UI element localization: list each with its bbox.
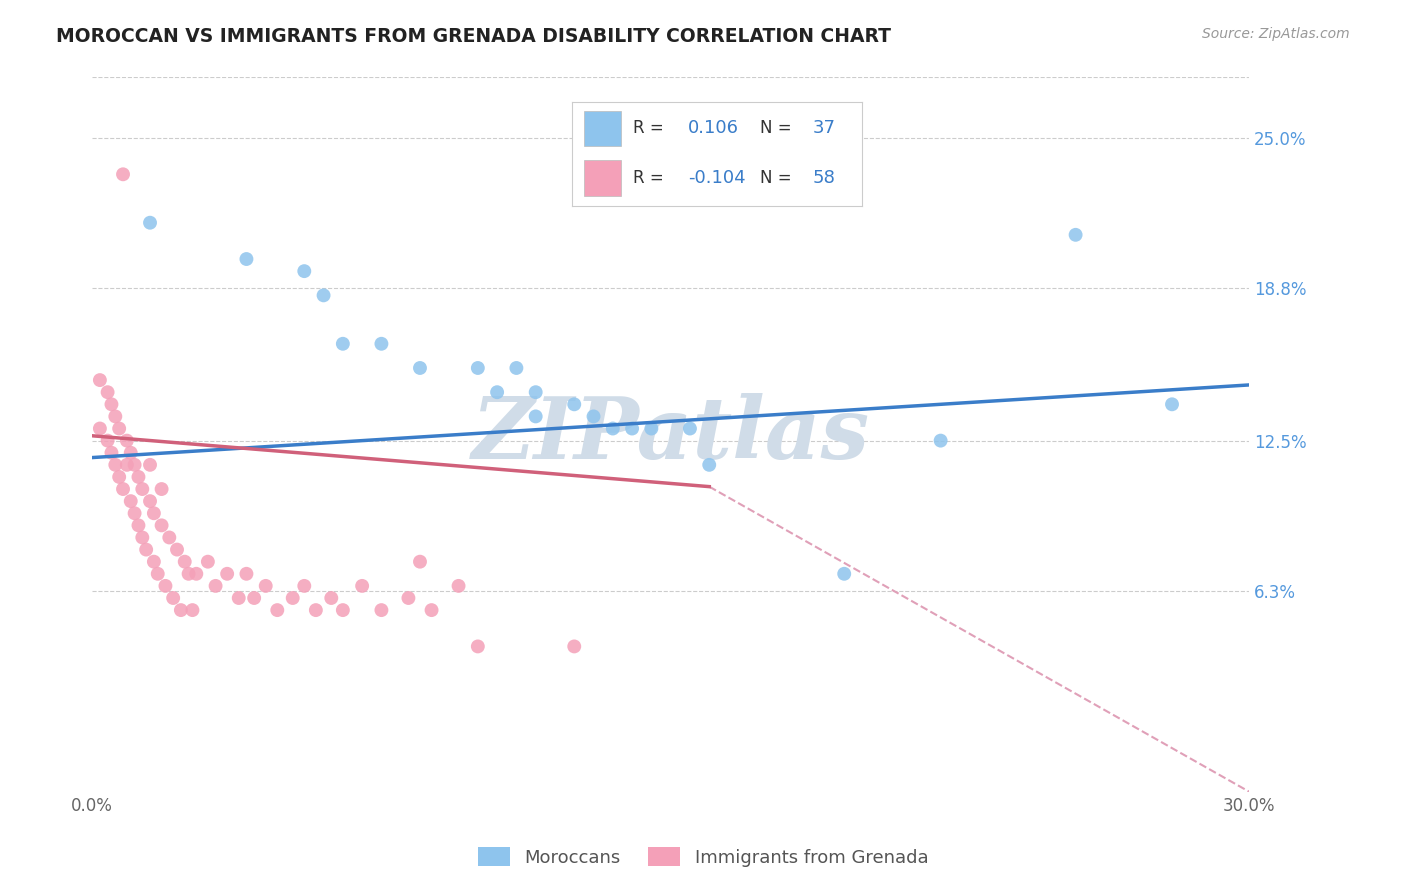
Point [332, 336, 354, 351]
Point [396, 591, 419, 605]
Point [292, 264, 315, 278]
Point [150, 518, 173, 533]
Point [170, 603, 193, 617]
Point [217, 566, 239, 581]
Point [115, 458, 138, 472]
Point [89, 373, 111, 387]
Point [266, 603, 288, 617]
Text: ZIPatlas: ZIPatlas [471, 392, 870, 476]
Point [108, 470, 131, 484]
Point [486, 385, 509, 400]
Point [352, 579, 374, 593]
Point [204, 579, 226, 593]
Point [135, 542, 157, 557]
Legend: Moroccans, Immigrants from Grenada: Moroccans, Immigrants from Grenada [471, 840, 935, 874]
Point [166, 542, 188, 557]
Point [100, 397, 122, 411]
Point [420, 603, 443, 617]
Point [228, 591, 250, 605]
Point [370, 603, 392, 617]
Point [305, 603, 328, 617]
Point [120, 446, 142, 460]
Point [139, 458, 162, 472]
Point [155, 579, 177, 593]
Point [679, 421, 702, 435]
Point [97, 434, 120, 448]
Point [562, 397, 585, 411]
Point [112, 482, 135, 496]
Point [467, 361, 489, 376]
Point [181, 603, 204, 617]
Point [235, 252, 257, 266]
Point [243, 591, 266, 605]
Point [467, 640, 489, 654]
Point [524, 409, 547, 424]
Point [100, 446, 122, 460]
Point [505, 361, 527, 376]
Point [142, 506, 165, 520]
Point [640, 421, 662, 435]
Point [1161, 397, 1184, 411]
Point [127, 518, 149, 533]
Point [235, 566, 257, 581]
Point [197, 555, 219, 569]
Point [186, 566, 208, 581]
Point [157, 531, 180, 545]
Point [104, 409, 127, 424]
Point [447, 579, 470, 593]
Point [281, 591, 304, 605]
Point [321, 591, 343, 605]
Point [104, 458, 127, 472]
Point [150, 482, 173, 496]
Point [124, 458, 146, 472]
Point [697, 458, 720, 472]
Point [142, 555, 165, 569]
Point [162, 591, 184, 605]
Text: Source: ZipAtlas.com: Source: ZipAtlas.com [1202, 27, 1350, 41]
Point [562, 640, 585, 654]
Point [409, 361, 432, 376]
Point [177, 566, 200, 581]
Point [524, 385, 547, 400]
Point [89, 421, 111, 435]
Point [97, 385, 120, 400]
Point [602, 421, 624, 435]
Point [173, 555, 195, 569]
Point [832, 566, 855, 581]
Text: MOROCCAN VS IMMIGRANTS FROM GRENADA DISABILITY CORRELATION CHART: MOROCCAN VS IMMIGRANTS FROM GRENADA DISA… [56, 27, 891, 45]
Point [127, 470, 149, 484]
Point [1064, 227, 1087, 242]
Point [112, 167, 135, 181]
Point [929, 434, 952, 448]
Point [254, 579, 277, 593]
Point [332, 603, 354, 617]
Point [292, 579, 315, 593]
Point [115, 434, 138, 448]
Point [582, 409, 605, 424]
Point [139, 494, 162, 508]
Point [120, 494, 142, 508]
Point [621, 421, 644, 435]
Point [108, 421, 131, 435]
Point [139, 216, 162, 230]
Point [131, 482, 153, 496]
Point [131, 531, 153, 545]
Point [124, 506, 146, 520]
Point [146, 566, 169, 581]
Point [312, 288, 335, 302]
Point [370, 336, 392, 351]
Point [409, 555, 432, 569]
